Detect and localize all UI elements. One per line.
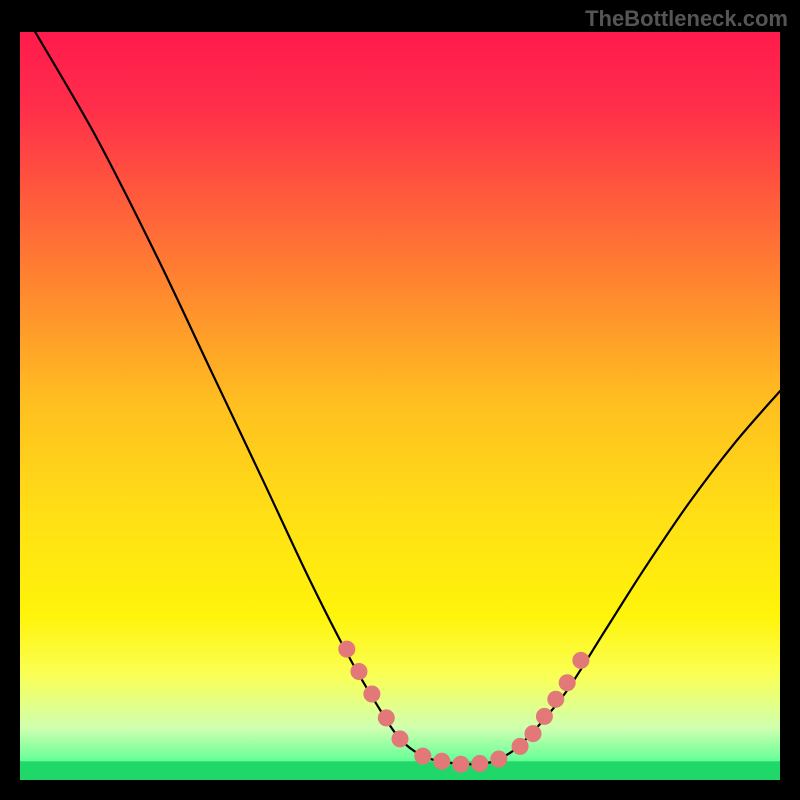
chart-marker xyxy=(491,751,507,767)
chart-marker xyxy=(525,726,541,742)
bottleneck-chart xyxy=(20,32,780,780)
chart-marker xyxy=(364,686,380,702)
chart-marker xyxy=(472,756,488,772)
chart-marker xyxy=(339,641,355,657)
chart-marker xyxy=(548,691,564,707)
chart-background xyxy=(20,32,780,780)
chart-bottom-band xyxy=(20,761,780,780)
chart-marker xyxy=(453,756,469,772)
watermark-text: TheBottleneck.com xyxy=(585,6,788,32)
chart-marker xyxy=(351,664,367,680)
chart-marker xyxy=(415,748,431,764)
chart-marker xyxy=(512,738,528,754)
chart-svg xyxy=(20,32,780,780)
chart-marker xyxy=(392,731,408,747)
chart-marker xyxy=(559,675,575,691)
chart-marker xyxy=(378,710,394,726)
chart-marker xyxy=(434,753,450,769)
chart-marker xyxy=(573,652,589,668)
chart-marker xyxy=(536,708,552,724)
